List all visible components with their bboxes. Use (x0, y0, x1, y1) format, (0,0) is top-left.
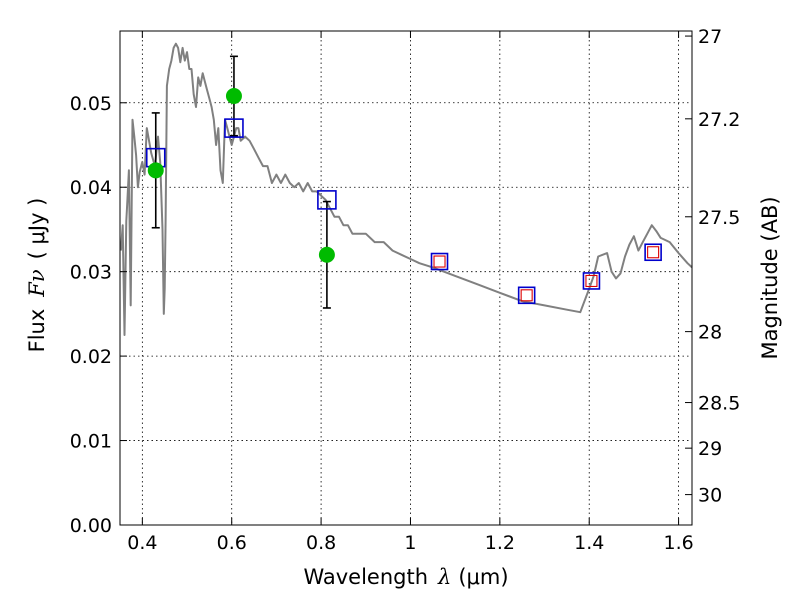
y-tick-label: 0.03 (70, 262, 112, 284)
y2-tick-label: 28.5 (698, 393, 740, 415)
x-tick-label: 1.6 (663, 532, 693, 554)
x-tick-label: 0.4 (127, 532, 157, 554)
y2-axis-label: Magnitude (AB) (758, 196, 782, 359)
model-sed-layer (119, 42, 693, 336)
model-photometry-ir-square (520, 289, 533, 302)
observed-point (318, 246, 335, 263)
photometry-layer (145, 55, 662, 309)
x-tick-label: 1.4 (574, 532, 604, 554)
x-tick-label: 0.8 (306, 532, 336, 554)
x-axis-label: Wavelength λ (μm) (303, 565, 508, 589)
y-tick-label: 0.05 (70, 93, 112, 115)
y2-tick-label: 28 (698, 322, 722, 344)
model-photometry-ir-square (585, 274, 598, 288)
y-tick-label: 0.04 (70, 177, 112, 199)
y-tick-label: 0.00 (70, 515, 112, 537)
observed-point (225, 88, 242, 105)
y-axis: 0.00 0.01 0.02 0.03 0.04 0.05 (70, 93, 127, 537)
model-photometry-square (224, 118, 244, 138)
y2-tick-label: 29 (698, 438, 722, 460)
model-sed-line (119, 42, 693, 336)
x-tick-label: 0.6 (217, 532, 247, 554)
y2-tick-label: 27.5 (698, 207, 740, 229)
model-photometry-square (317, 190, 337, 210)
observed-point (147, 162, 164, 179)
y2-tick-label: 30 (698, 485, 722, 507)
model-photometry-square (430, 252, 449, 271)
plot-frame (119, 30, 693, 526)
y2-axis: 27 27.2 27.5 28 28.5 29 30 (685, 26, 740, 507)
x-axis: 0.4 0.6 0.8 1 1.2 1.4 1.6 (127, 31, 694, 554)
x-tick-label: 1.2 (485, 532, 515, 554)
model-photometry-ir-square (647, 246, 660, 259)
y-tick-label: 0.01 (70, 431, 112, 453)
model-photometry-ir-square (433, 255, 446, 268)
y2-tick-label: 27.2 (698, 109, 740, 131)
y-tick-label: 0.02 (70, 346, 112, 368)
model-photometry-square (517, 286, 536, 305)
model-photometry-square (644, 243, 662, 262)
y2-tick-label: 27 (698, 26, 722, 48)
y-axis-label: FluxFν( μJy ) (25, 198, 49, 353)
model-photometry-square (582, 272, 601, 290)
grid-lines (120, 31, 692, 525)
x-tick-label: 1 (404, 532, 416, 554)
